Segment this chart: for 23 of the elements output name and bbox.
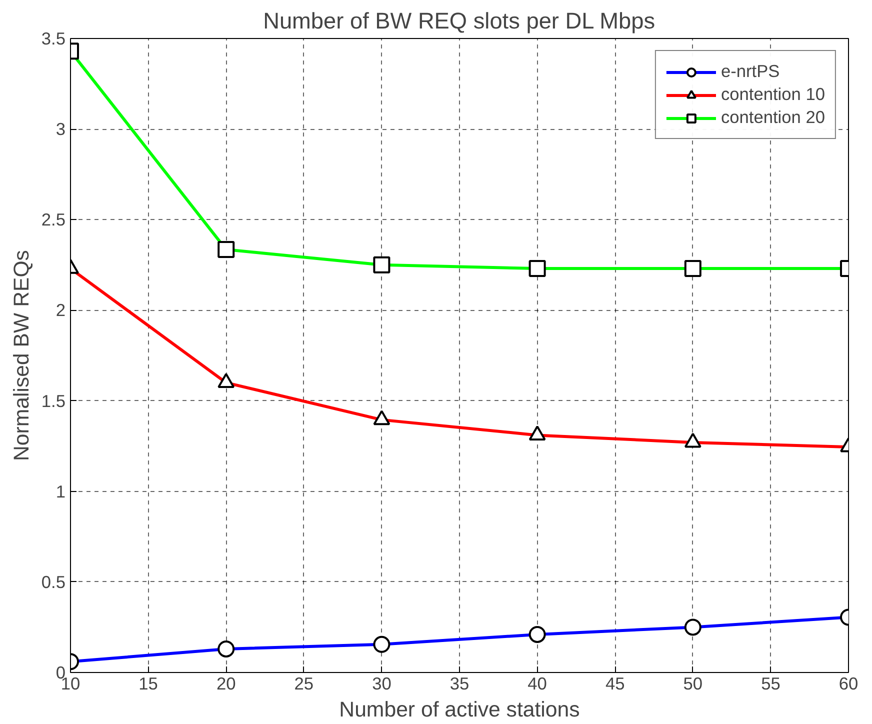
y-axis-title: Normalised BW REQs (9, 250, 34, 461)
chart-title: Number of BW REQ slots per DL Mbps (263, 8, 656, 34)
x-tick-label: 20 (216, 674, 236, 694)
y-tick-label: 3.5 (41, 28, 66, 48)
y-tick-label: 1 (56, 481, 66, 502)
y-tick-label: 0.5 (41, 572, 66, 592)
x-tick-label: 30 (372, 674, 392, 694)
x-tick-label: 50 (683, 674, 703, 694)
x-tick-label: 25 (294, 674, 314, 694)
y-tick-label: 3 (56, 119, 66, 140)
x-tick-label: 40 (528, 674, 547, 694)
y-tick-label: 2.5 (41, 210, 66, 230)
y-tick-label: 2 (56, 300, 66, 320)
legend-label: contention 20 (720, 107, 825, 128)
legend-label: e-nrtPS (720, 61, 780, 82)
x-tick-label: 35 (450, 674, 470, 694)
x-tick-label: 45 (605, 674, 625, 694)
legend-label: contention 10 (720, 84, 825, 105)
x-axis-title: Number of active stations (339, 698, 580, 722)
x-tick-label: 60 (838, 674, 858, 694)
y-tick-label: 1.5 (41, 390, 66, 411)
x-tick-label: 55 (761, 674, 780, 694)
x-tick-label: 15 (138, 674, 158, 694)
